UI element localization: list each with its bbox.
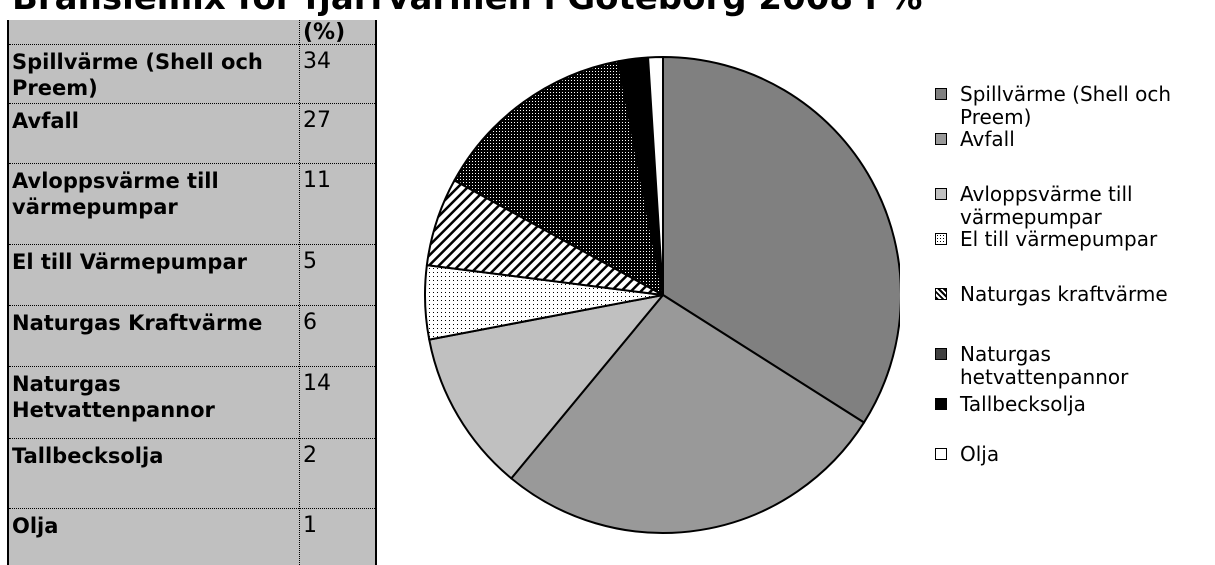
legend-label: Naturgas hetvattenpannor <box>960 342 1129 389</box>
legend-swatch <box>935 188 947 200</box>
table-row-label: Avfall <box>12 109 79 133</box>
table-row-label: Spillvärme (Shell och Preem) <box>12 50 263 100</box>
pie-slice-naturgas-hetvatten <box>453 60 664 296</box>
legend-label: Naturgas kraftvärme <box>960 282 1168 306</box>
legend-swatch <box>935 233 947 245</box>
legend-label: Spillvärme (Shell och Preem) <box>960 82 1172 129</box>
table-row-value: 5 <box>303 249 317 274</box>
table-header-unit: (%) <box>303 20 346 45</box>
row-divider <box>9 44 375 45</box>
row-divider <box>9 438 375 439</box>
table-row-label: Tallbecksolja <box>12 444 164 468</box>
row-divider <box>9 305 375 306</box>
table-row-label: Avloppsvärme till värmepumpar <box>12 169 219 219</box>
table-row-label: El till Värmepumpar <box>12 250 247 274</box>
pie-slice-spillvarme <box>662 56 900 424</box>
legend-swatch <box>935 133 947 145</box>
table-row-value: 2 <box>303 443 317 468</box>
legend-swatch <box>935 288 947 300</box>
pie-slice-olja <box>647 56 664 296</box>
legend-label: Olja <box>960 442 1000 466</box>
data-table: (%) Spillvärme (Shell och Preem) 34 Avfa… <box>7 20 377 565</box>
legend-label: El till värmepumpar <box>960 227 1158 251</box>
table-row-value: 34 <box>303 49 331 74</box>
table-row-label: Olja <box>12 514 59 538</box>
row-divider <box>9 508 375 509</box>
legend-label: Avfall <box>960 127 1015 151</box>
column-divider <box>299 20 300 565</box>
table-row-value: 6 <box>303 310 317 335</box>
pie-slice-avfall <box>510 294 865 534</box>
legend-label: Tallbecksolja <box>960 392 1086 416</box>
row-divider <box>9 163 375 164</box>
table-row-label: Naturgas Kraftvärme <box>12 311 263 335</box>
legend-swatch <box>935 88 947 100</box>
table-row-label: Naturgas Hetvattenpannor <box>12 372 215 422</box>
table-row-value: 11 <box>303 168 331 193</box>
pie-chart <box>424 56 900 534</box>
legend-swatch <box>935 448 947 460</box>
row-divider <box>9 244 375 245</box>
legend-swatch <box>935 398 947 410</box>
legend-swatch <box>935 348 947 360</box>
row-divider <box>9 103 375 104</box>
table-row-value: 1 <box>303 513 317 538</box>
row-divider <box>9 366 375 367</box>
chart-title: Bränslemix för fjärrvärmen i Göteborg 20… <box>12 0 922 20</box>
table-row-value: 27 <box>303 108 331 133</box>
pie-slice-avloppsvarme <box>428 294 664 480</box>
table-row-value: 14 <box>303 371 331 396</box>
legend-label: Avloppsvärme till värmepumpar <box>960 182 1133 229</box>
